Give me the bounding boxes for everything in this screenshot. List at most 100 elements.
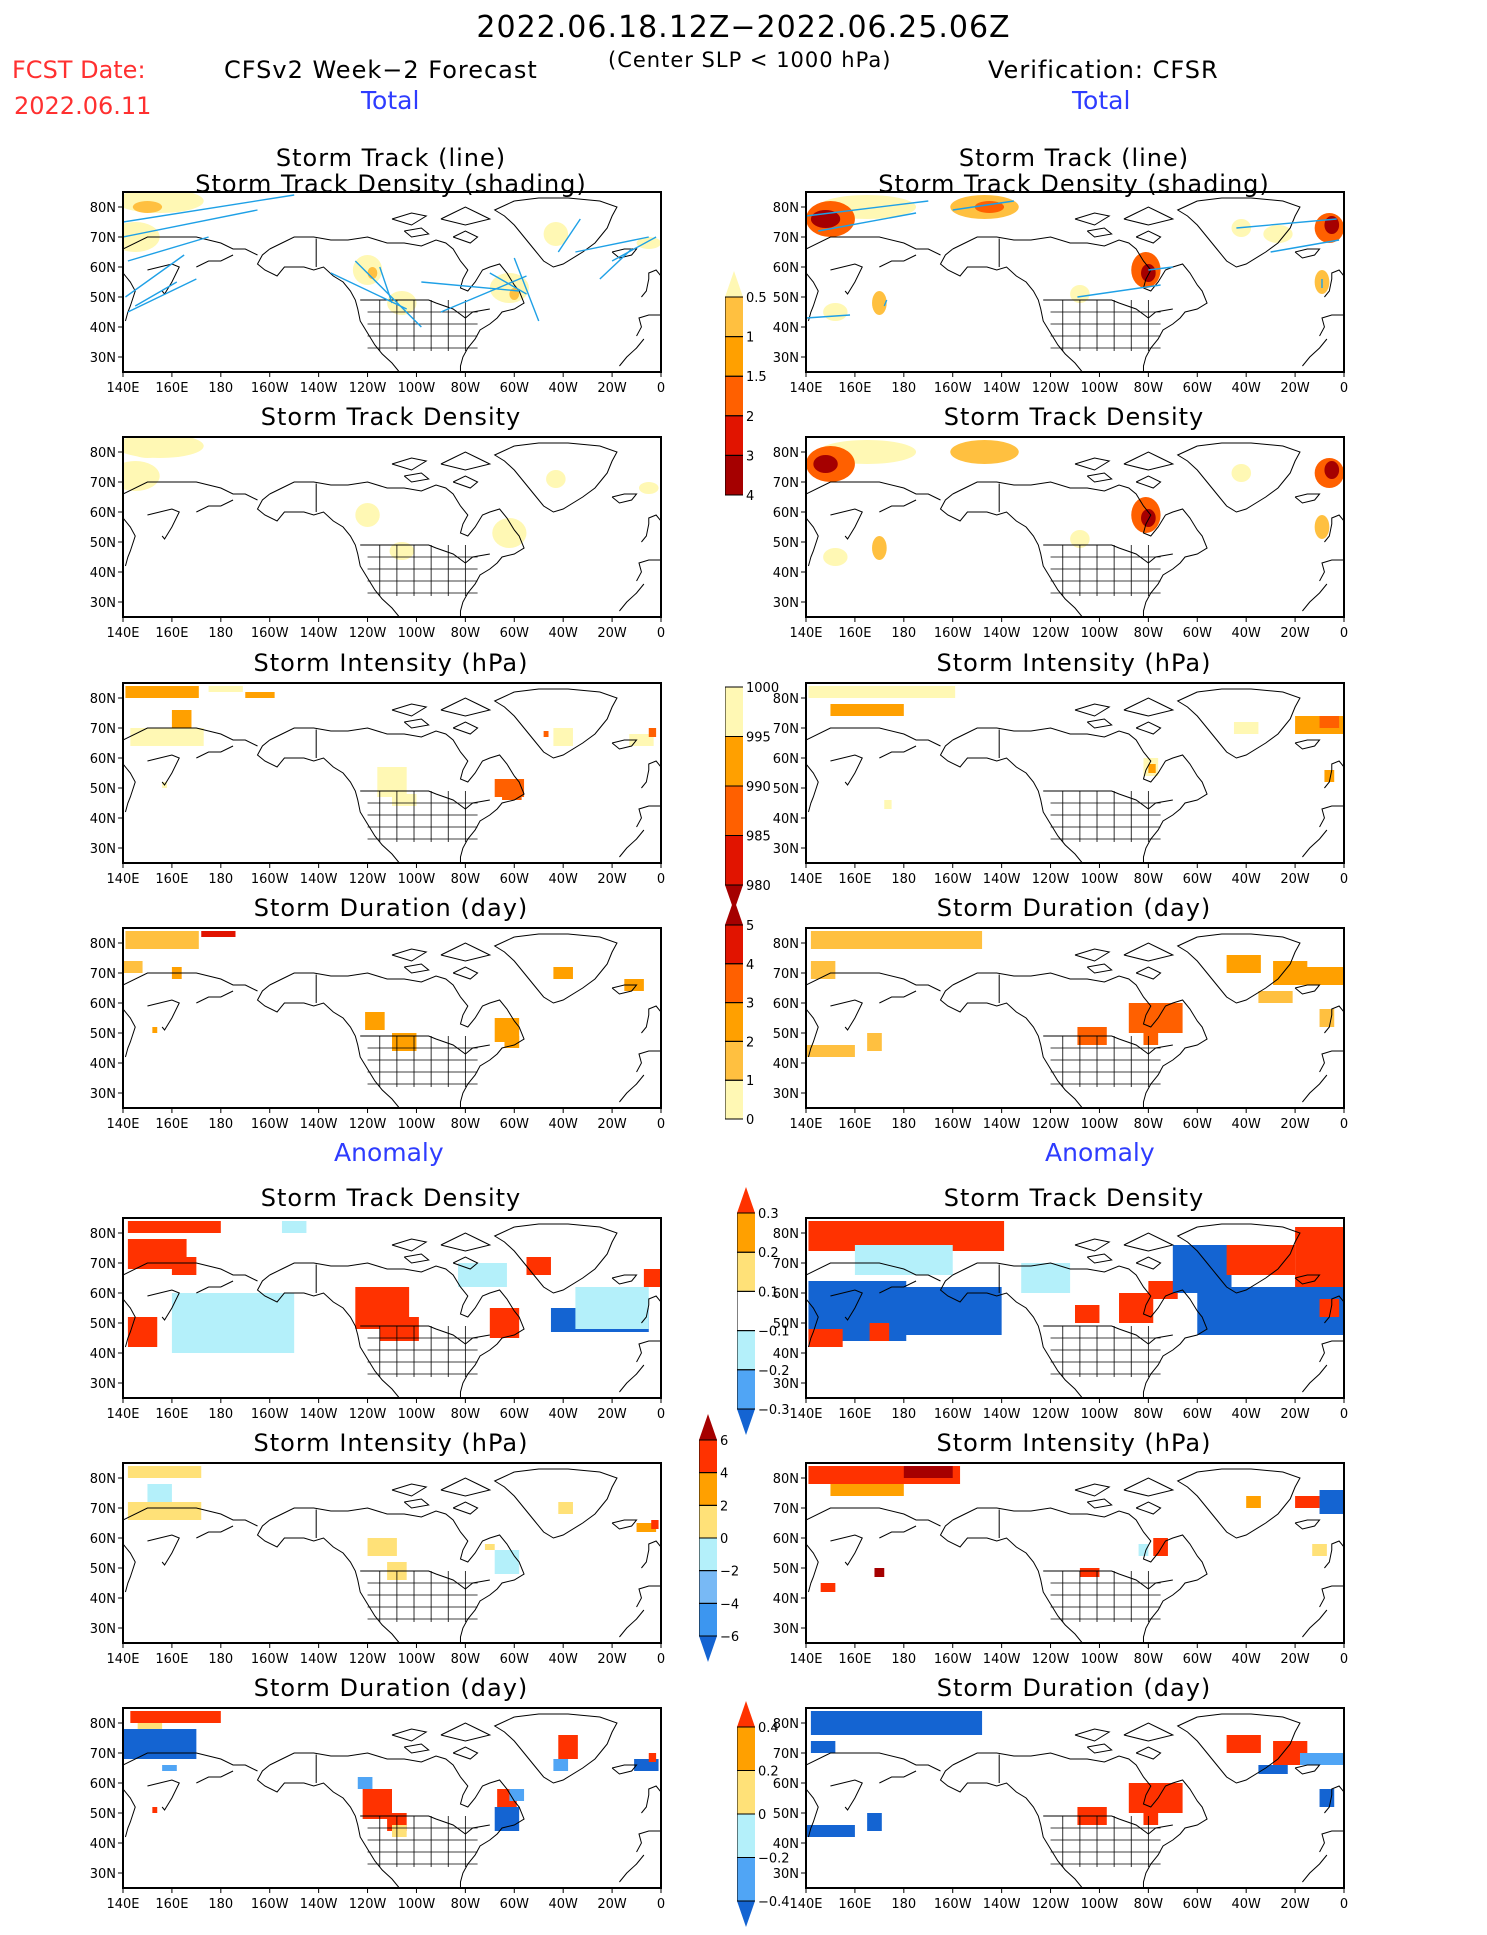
- grid-cell: [392, 1033, 417, 1051]
- lon-tick-label: 80W: [451, 381, 481, 396]
- lon-tick-label: 140E: [789, 1897, 822, 1912]
- coastline: [636, 314, 661, 337]
- map-right-anom_density: 80N 70N 60N 50N 40N 30N 140E 160E 180 160W 140W 120…: [773, 1217, 1348, 1432]
- coastline: [1123, 1477, 1175, 1497]
- grid-cell: [509, 1789, 525, 1801]
- section-total-right: Total: [1072, 86, 1131, 115]
- storm-track-line: [127, 278, 197, 313]
- lon-tick-label: 100W: [1081, 1652, 1119, 1667]
- coastline: [1074, 1728, 1111, 1742]
- lon-tick-label: 40W: [1231, 626, 1261, 641]
- storm-track-line: [1270, 239, 1340, 253]
- colorbar-extend-bottom: [737, 1409, 755, 1435]
- grid-cell: [874, 1568, 885, 1577]
- colorbar-anom-intensity: 6 4 2 0 −2 −4 −6: [698, 1410, 779, 1670]
- colorbar-label: 995: [746, 731, 771, 746]
- density-shade: [1070, 530, 1090, 548]
- lon-tick-label: 120W: [1032, 1407, 1070, 1422]
- lat-tick-label: 60N: [773, 752, 799, 767]
- grid-cell: [1138, 1544, 1149, 1556]
- lon-tick-label: 0: [657, 1897, 665, 1912]
- lat-tick-label: 30N: [90, 1867, 116, 1882]
- colorbar-segment: [725, 835, 743, 885]
- coastline: [879, 1280, 917, 1294]
- grid-cell: [903, 1287, 1002, 1335]
- forecast-period-title: 2022.06.18.12Z−2022.06.25.06Z: [476, 10, 1011, 45]
- coastline: [806, 763, 819, 813]
- coastline: [1074, 212, 1111, 226]
- lon-tick-label: 40W: [1231, 1407, 1261, 1422]
- lon-tick-label: 160E: [838, 1897, 871, 1912]
- lon-tick-label: 140W: [300, 381, 338, 396]
- coastline: [1324, 1540, 1344, 1569]
- grid-cell: [867, 1033, 882, 1051]
- coastline: [1135, 1256, 1162, 1270]
- lon-tick-label: 180: [208, 872, 233, 887]
- lon-tick-label: 180: [891, 872, 916, 887]
- grid-cell: [1119, 1293, 1154, 1323]
- coastline: [1086, 472, 1113, 483]
- lon-tick-label: 40W: [548, 1897, 578, 1912]
- coastline: [391, 457, 428, 471]
- lon-tick-label: 120W: [349, 381, 387, 396]
- lon-tick-label: 120W: [1032, 1652, 1070, 1667]
- grid-cell: [1143, 1027, 1159, 1045]
- map-left-density: 80N 70N 60N 50N 40N 30N 140E 160E 180 160W 140W 120…: [90, 436, 665, 651]
- lat-tick-label: 60N: [773, 506, 799, 521]
- colorbar-label: −0.2: [758, 1852, 790, 1867]
- lon-tick-label: 100W: [398, 872, 436, 887]
- map-left-intensity: 80N 70N 60N 50N 40N 30N 140E 160E 180 160W 140W 120…: [90, 682, 665, 897]
- lat-tick-label: 30N: [90, 1377, 116, 1392]
- density-shade: [1231, 464, 1252, 482]
- lon-tick-label: 40W: [548, 1652, 578, 1667]
- lon-tick-label: 180: [891, 381, 916, 396]
- lat-tick-label: 60N: [773, 1777, 799, 1792]
- coastline: [879, 745, 917, 759]
- coastline: [269, 972, 525, 1108]
- lat-tick-label: 70N: [90, 1257, 116, 1272]
- grid-cell: [357, 1777, 373, 1789]
- lat-tick-label: 40N: [773, 1592, 799, 1607]
- coastline: [619, 583, 645, 612]
- coastline: [1135, 1501, 1162, 1515]
- lon-tick-label: 160W: [251, 1407, 289, 1422]
- grid-cell: [1319, 716, 1340, 728]
- coastline: [806, 972, 941, 992]
- storm-track-line: [123, 209, 258, 238]
- map-frame: [122, 1707, 662, 1889]
- lon-tick-label: 60W: [500, 381, 530, 396]
- grid-cell: [1226, 1735, 1261, 1753]
- coastline: [952, 727, 1208, 863]
- colorbar-segment: [737, 1727, 755, 1771]
- coastline: [806, 1752, 941, 1772]
- grid-cell: [1312, 1544, 1327, 1556]
- coastline: [806, 727, 941, 747]
- grid-cell: [125, 686, 199, 698]
- density-shade: [823, 548, 848, 566]
- lat-tick-label: 70N: [90, 476, 116, 491]
- coastline: [619, 1609, 645, 1638]
- lon-tick-label: 80W: [1134, 1652, 1164, 1667]
- coastline: [391, 1238, 428, 1252]
- coastline: [611, 1519, 638, 1530]
- coastline: [641, 1540, 661, 1569]
- grid-cell: [903, 1466, 953, 1478]
- coastline: [123, 1298, 136, 1348]
- lat-tick-label: 70N: [90, 967, 116, 982]
- grid-cell: [502, 788, 522, 800]
- lat-tick-label: 40N: [90, 1057, 116, 1072]
- lat-tick-label: 60N: [90, 506, 116, 521]
- lon-tick-label: 40W: [548, 1117, 578, 1132]
- lon-tick-label: 160W: [251, 381, 289, 396]
- colorbar-label: 2: [746, 1035, 754, 1050]
- panel-title: Storm Intensity (hPa): [936, 1429, 1212, 1457]
- coastline: [147, 1534, 180, 1566]
- map-frame: [805, 436, 1345, 618]
- panel-title: Storm Track Density: [260, 1184, 522, 1212]
- density-shade: [1141, 264, 1156, 282]
- grid-cell: [543, 731, 549, 737]
- lon-tick-label: 40W: [1231, 1117, 1261, 1132]
- colorbar-segment: [725, 963, 743, 1003]
- lon-tick-label: 60W: [500, 1117, 530, 1132]
- coastline: [256, 1519, 400, 1643]
